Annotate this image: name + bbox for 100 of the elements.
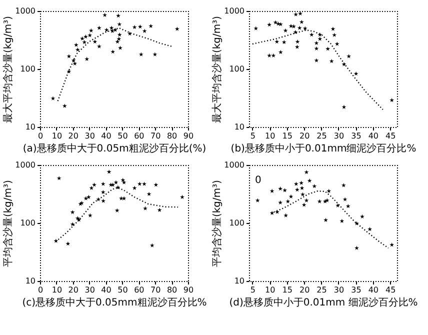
x-tick-label: 30 [84, 286, 95, 294]
line-series [270, 190, 389, 249]
annotation: 0 [255, 175, 262, 186]
x-tick-label: 20 [299, 286, 310, 294]
point [100, 190, 106, 194]
x-tick-label: 10 [265, 286, 276, 294]
point [154, 182, 158, 187]
point [282, 188, 288, 192]
x-tick-label: 10 [52, 132, 62, 140]
point [346, 54, 352, 58]
point [299, 180, 304, 185]
point [116, 36, 122, 41]
x-tick-label: 35 [351, 132, 362, 140]
point [117, 32, 122, 37]
point [74, 42, 78, 47]
x-tick-label: 10 [265, 132, 276, 140]
x-tick-label: 40 [368, 132, 378, 140]
point [346, 204, 350, 208]
point [368, 226, 372, 232]
x-tick-label: 20 [68, 132, 78, 140]
point [75, 47, 80, 52]
x-tick-label: 80 [166, 132, 178, 140]
x-tick-label: 0 [38, 132, 44, 140]
point [70, 222, 75, 226]
point [295, 39, 300, 44]
y-axis-title: 平均含沙量(kg/m³) [2, 180, 14, 268]
point [138, 24, 142, 29]
y-tick-label: 1000 [224, 160, 244, 170]
x-tick-label: 0 [38, 286, 44, 294]
x-tick-label: 80 [166, 286, 178, 294]
point [307, 178, 312, 183]
point [324, 218, 328, 222]
x-tick-label: 20 [299, 132, 310, 140]
point [304, 170, 309, 174]
point [302, 202, 306, 207]
x-tick-label: 60 [134, 132, 144, 140]
point [122, 180, 126, 184]
x-axis-title: (b)悬移质中小于0.01mm细泥沙百分比% [230, 142, 416, 154]
point [88, 33, 92, 38]
point [330, 26, 336, 31]
point [297, 26, 302, 30]
point [278, 50, 283, 54]
y-tick-label: 10 [25, 122, 36, 132]
x-tick-label: 40 [368, 286, 378, 294]
point [115, 39, 120, 44]
y-tick-label: 100 [20, 218, 36, 228]
x-tick-label: 40 [101, 132, 112, 140]
point [273, 20, 278, 24]
point [312, 184, 317, 188]
point [88, 213, 92, 218]
point [56, 176, 62, 180]
x-axis-title: (d)悬移质中小于0.01mm 细泥沙百分比% [229, 296, 418, 308]
point [102, 12, 108, 17]
x-tick-label: 45 [386, 132, 396, 140]
y-tick-label: 10 [25, 276, 36, 286]
x-tick-label: 30 [334, 286, 344, 294]
x-tick-label: 15 [282, 132, 292, 140]
point [150, 243, 154, 248]
x-tick-label: 90 [183, 286, 194, 294]
point [341, 183, 346, 188]
point [122, 196, 126, 200]
point [66, 54, 72, 58]
x-tick-label: 25 [316, 132, 327, 140]
line-series [57, 27, 172, 102]
point [142, 182, 146, 186]
point [174, 26, 180, 31]
point [84, 56, 90, 62]
x-tick-label: 90 [183, 132, 194, 140]
point [292, 24, 296, 28]
point [318, 36, 322, 41]
x-tick-label: 30 [334, 132, 344, 140]
x-tick-label: 40 [101, 286, 112, 294]
point [106, 170, 112, 174]
x-tick-label: 15 [282, 286, 292, 294]
x-axis-title: (c)悬移质中大于0.05mm粗泥沙百分比% [22, 296, 207, 308]
point [274, 39, 280, 44]
point [294, 44, 300, 49]
y-tick-label: 1000 [224, 6, 244, 16]
point [354, 71, 358, 76]
point [84, 196, 88, 200]
point [309, 32, 314, 37]
x-tick-label: 10 [52, 286, 62, 294]
x-tick-label: 5 [250, 286, 256, 294]
x-tick-label: 35 [351, 286, 362, 294]
point [54, 238, 58, 243]
y-tick-label: 10 [234, 122, 244, 132]
x-tick-label: 20 [68, 286, 78, 294]
y-tick-label: 1000 [15, 6, 36, 16]
point [329, 58, 334, 64]
point [274, 210, 280, 214]
x-tick-label: 30 [84, 132, 95, 140]
point [92, 182, 96, 187]
point [138, 52, 144, 56]
point [101, 198, 106, 203]
point [66, 241, 70, 246]
point [117, 22, 122, 26]
point [304, 198, 309, 202]
point [267, 22, 272, 27]
x-tick-label: 70 [150, 286, 161, 294]
x-tick-label: 70 [150, 132, 161, 140]
